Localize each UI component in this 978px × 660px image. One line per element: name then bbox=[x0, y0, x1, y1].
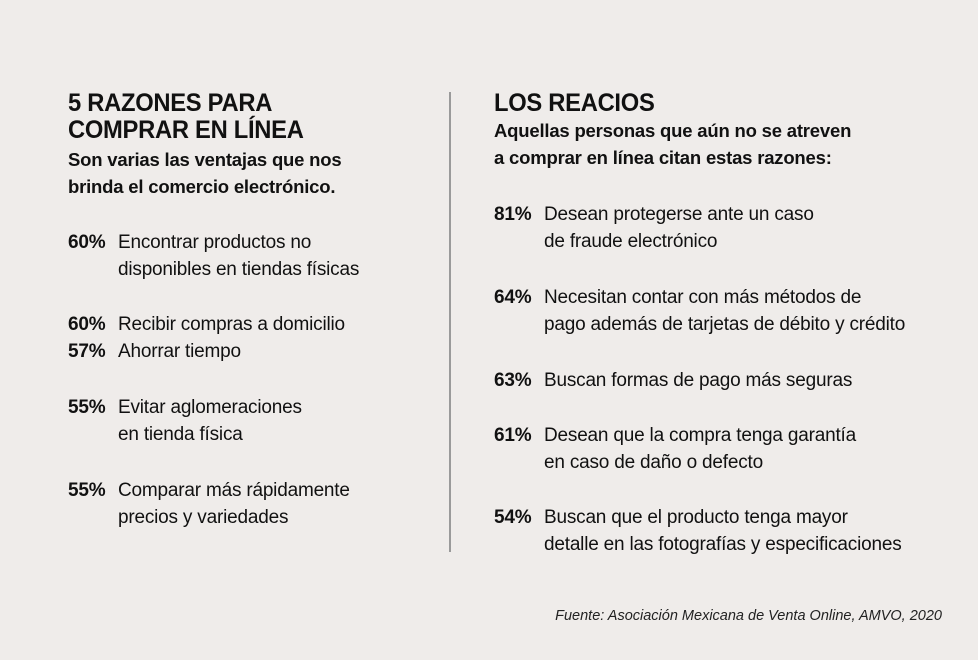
item-text: Buscan formas de pago más seguras bbox=[544, 370, 853, 391]
list-item: 54% Buscan que el producto tenga mayor d… bbox=[494, 504, 902, 558]
item-text: Evitar aglomeraciones en tienda física bbox=[118, 397, 302, 445]
list-item: 64% Necesitan contar con más métodos de … bbox=[494, 284, 905, 338]
list-item: 57% Ahorrar tiempo bbox=[68, 338, 241, 365]
list-item: 60% Recibir compras a domicilio bbox=[68, 311, 345, 338]
left-subtitle: Son varias las ventajas que nos brinda e… bbox=[68, 146, 342, 200]
item-percent: 60% bbox=[68, 232, 106, 253]
left-subtitle-line: Son varias las ventajas que nos bbox=[68, 149, 342, 170]
right-subtitle-line: Aquellas personas que aún no se atreven bbox=[494, 120, 852, 141]
item-percent: 61% bbox=[494, 425, 532, 446]
item-text: Encontrar productos no disponibles en ti… bbox=[118, 232, 360, 280]
item-percent: 63% bbox=[494, 370, 532, 391]
list-item: 55% Comparar más rápidamente precios y v… bbox=[68, 477, 350, 531]
right-subtitle-line: a comprar en línea citan estas razones: bbox=[494, 147, 832, 168]
item-text: Ahorrar tiempo bbox=[118, 341, 241, 362]
item-percent: 81% bbox=[494, 204, 532, 225]
item-text: Necesitan contar con más métodos de pago… bbox=[544, 287, 906, 335]
item-text: Recibir compras a domicilio bbox=[118, 314, 345, 335]
left-title: 5 RAZONES PARA COMPRAR EN LÍNEA bbox=[68, 90, 304, 144]
item-percent: 64% bbox=[494, 287, 532, 308]
list-item: 63% Buscan formas de pago más seguras bbox=[494, 367, 852, 394]
list-item: 81% Desean protegerse ante un caso de fr… bbox=[494, 201, 814, 255]
left-subtitle-line: brinda el comercio electrónico. bbox=[68, 176, 336, 197]
item-percent: 55% bbox=[68, 397, 106, 418]
item-text: Comparar más rápidamente precios y varie… bbox=[118, 480, 350, 528]
left-title-line: 5 RAZONES PARA bbox=[68, 89, 273, 117]
left-title-line: COMPRAR EN LÍNEA bbox=[68, 116, 304, 144]
source-note: Fuente: Asociación Mexicana de Venta Onl… bbox=[555, 608, 942, 624]
list-item: 55% Evitar aglomeraciones en tienda físi… bbox=[68, 394, 302, 448]
item-text: Desean que la compra tenga garantía en c… bbox=[544, 425, 856, 473]
right-subtitle: Aquellas personas que aún no se atreven … bbox=[494, 117, 851, 171]
list-item: 61% Desean que la compra tenga garantía … bbox=[494, 422, 856, 476]
item-percent: 55% bbox=[68, 480, 106, 501]
item-text: Desean protegerse ante un caso de fraude… bbox=[544, 204, 814, 252]
item-percent: 60% bbox=[68, 314, 106, 335]
item-text: Buscan que el producto tenga mayor detal… bbox=[544, 507, 902, 555]
right-title: LOS REACIOS bbox=[494, 89, 655, 117]
list-item: 60% Encontrar productos no disponibles e… bbox=[68, 229, 359, 283]
column-divider bbox=[449, 92, 451, 552]
item-percent: 57% bbox=[68, 341, 106, 362]
item-percent: 54% bbox=[494, 507, 532, 528]
